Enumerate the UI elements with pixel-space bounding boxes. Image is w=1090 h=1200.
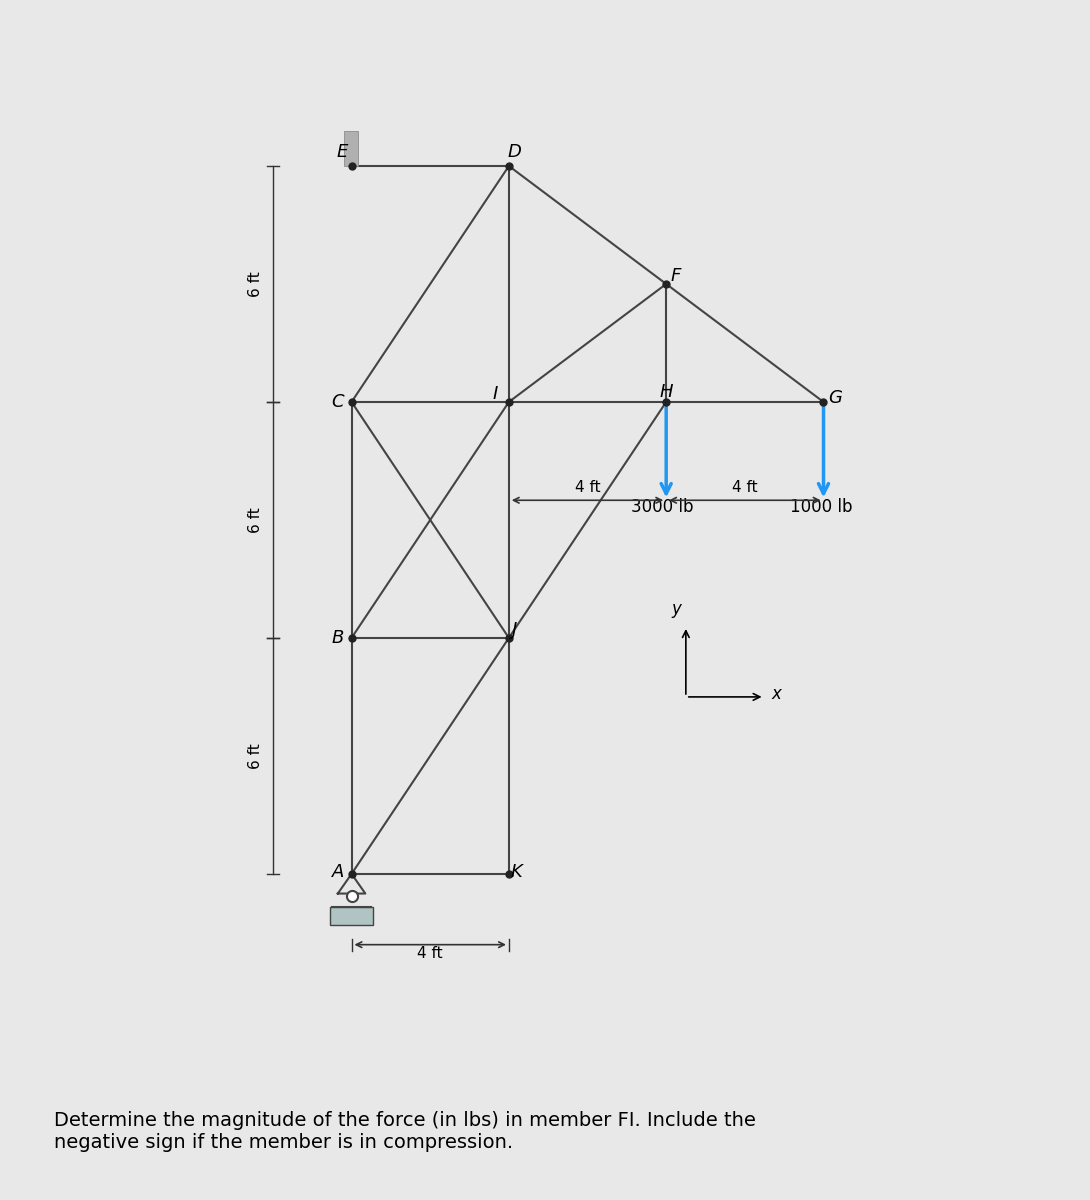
- FancyBboxPatch shape: [330, 907, 373, 925]
- Text: D: D: [508, 143, 522, 161]
- Text: 4 ft: 4 ft: [732, 480, 758, 496]
- Text: 1000 lb: 1000 lb: [790, 498, 852, 516]
- Text: 4 ft: 4 ft: [417, 947, 443, 961]
- Text: A: A: [331, 863, 344, 881]
- Text: B: B: [331, 629, 344, 647]
- Text: 6 ft: 6 ft: [247, 271, 263, 296]
- Text: Determine the magnitude of the force (in lbs) in member FI. Include the
negative: Determine the magnitude of the force (in…: [54, 1111, 756, 1152]
- Text: E: E: [336, 143, 348, 161]
- Text: y: y: [671, 600, 681, 618]
- Text: K: K: [511, 863, 522, 881]
- Text: 4 ft: 4 ft: [574, 480, 601, 496]
- Text: 6 ft: 6 ft: [247, 508, 263, 533]
- Text: H: H: [659, 383, 673, 401]
- Text: F: F: [670, 268, 681, 286]
- FancyBboxPatch shape: [344, 131, 359, 166]
- Text: x: x: [772, 685, 782, 703]
- Text: J: J: [512, 622, 518, 640]
- Text: I: I: [493, 385, 498, 403]
- Text: C: C: [331, 392, 344, 410]
- Text: 3000 lb: 3000 lb: [631, 498, 693, 516]
- Text: 6 ft: 6 ft: [247, 743, 263, 769]
- Text: G: G: [828, 389, 843, 407]
